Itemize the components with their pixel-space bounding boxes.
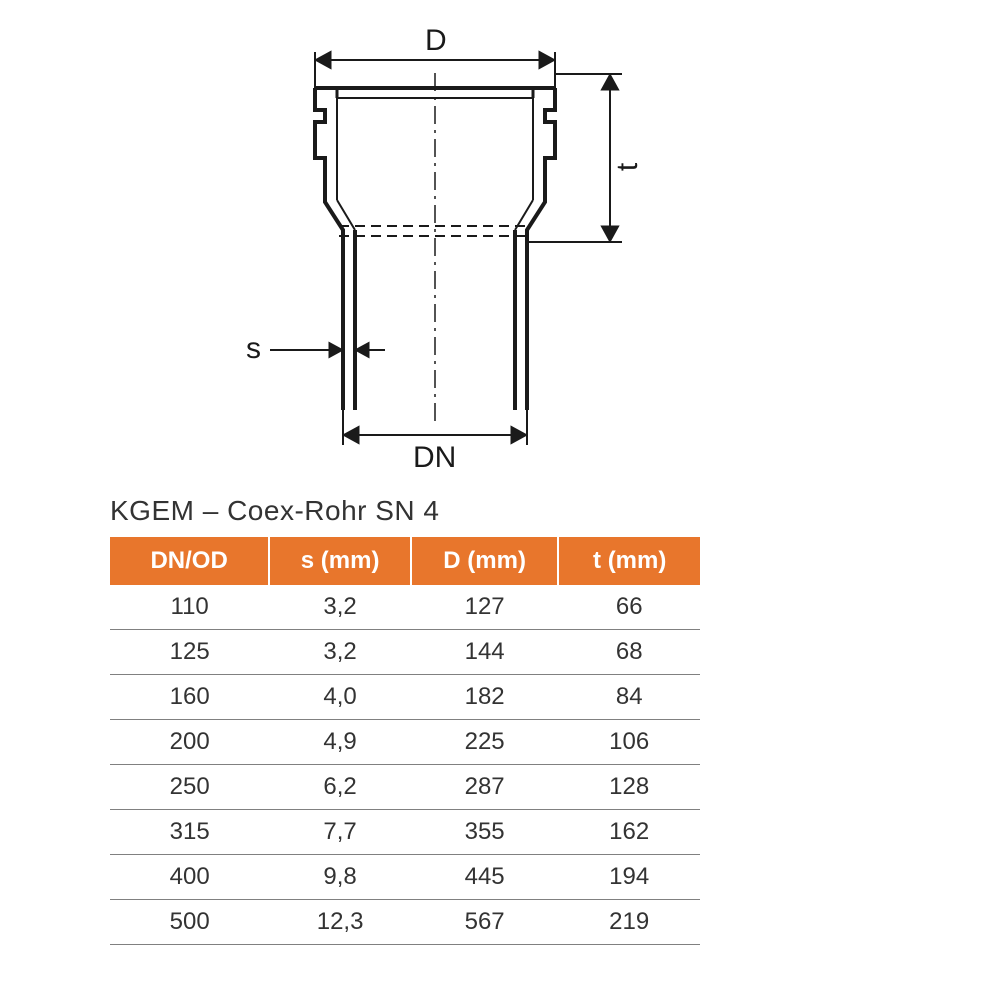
table-cell: 287 — [411, 765, 559, 810]
table-cell: 127 — [411, 585, 559, 630]
table-header-cell: t (mm) — [558, 537, 700, 585]
table-cell: 355 — [411, 810, 559, 855]
table-row: 1103,212766 — [110, 585, 700, 630]
table-header-cell: D (mm) — [411, 537, 559, 585]
pipe-diagram: D t s DN — [150, 30, 700, 470]
table-row: 2506,2287128 — [110, 765, 700, 810]
table-cell: 6,2 — [269, 765, 411, 810]
table-cell: 4,0 — [269, 675, 411, 720]
table-cell: 68 — [558, 630, 700, 675]
table-cell: 12,3 — [269, 900, 411, 945]
table-header-cell: DN/OD — [110, 537, 269, 585]
table-cell: 3,2 — [269, 585, 411, 630]
dim-label-D: D — [425, 24, 447, 58]
table-title: KGEM – Coex-Rohr SN 4 — [110, 495, 700, 527]
table-row: 4009,8445194 — [110, 855, 700, 900]
table-header-row: DN/ODs (mm)D (mm)t (mm) — [110, 537, 700, 585]
table-row: 3157,7355162 — [110, 810, 700, 855]
table-body: 1103,2127661253,2144681604,0182842004,92… — [110, 585, 700, 945]
dim-label-DN: DN — [413, 441, 456, 475]
table-cell: 200 — [110, 720, 269, 765]
table-cell: 106 — [558, 720, 700, 765]
table-cell: 128 — [558, 765, 700, 810]
table-cell: 66 — [558, 585, 700, 630]
table-cell: 400 — [110, 855, 269, 900]
table-row: 1604,018284 — [110, 675, 700, 720]
table-cell: 445 — [411, 855, 559, 900]
table-cell: 3,2 — [269, 630, 411, 675]
table-cell: 225 — [411, 720, 559, 765]
spec-table: DN/ODs (mm)D (mm)t (mm) 1103,2127661253,… — [110, 537, 700, 945]
table-cell: 110 — [110, 585, 269, 630]
dim-label-t: t — [611, 163, 645, 171]
table-cell: 160 — [110, 675, 269, 720]
table-row: 1253,214468 — [110, 630, 700, 675]
spec-table-area: KGEM – Coex-Rohr SN 4 DN/ODs (mm)D (mm)t… — [110, 495, 700, 945]
table-cell: 144 — [411, 630, 559, 675]
table-cell: 500 — [110, 900, 269, 945]
table-cell: 125 — [110, 630, 269, 675]
table-row: 2004,9225106 — [110, 720, 700, 765]
table-cell: 4,9 — [269, 720, 411, 765]
table-cell: 7,7 — [269, 810, 411, 855]
table-cell: 194 — [558, 855, 700, 900]
dim-label-s: s — [246, 332, 261, 366]
table-row: 50012,3567219 — [110, 900, 700, 945]
table-cell: 219 — [558, 900, 700, 945]
table-header-cell: s (mm) — [269, 537, 411, 585]
table-cell: 162 — [558, 810, 700, 855]
table-cell: 567 — [411, 900, 559, 945]
table-cell: 182 — [411, 675, 559, 720]
table-cell: 84 — [558, 675, 700, 720]
table-cell: 250 — [110, 765, 269, 810]
table-cell: 315 — [110, 810, 269, 855]
table-cell: 9,8 — [269, 855, 411, 900]
pipe-svg — [150, 30, 700, 470]
